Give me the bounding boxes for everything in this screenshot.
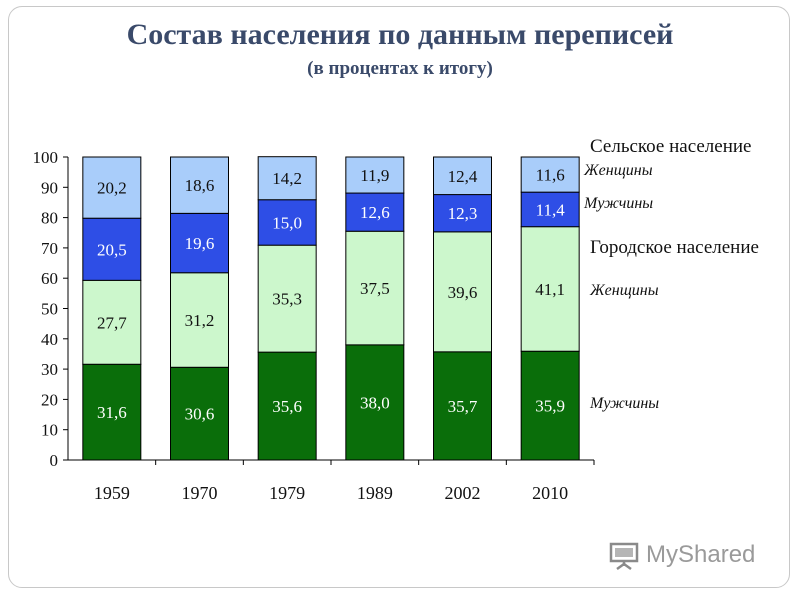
bar-segment [82,279,142,365]
data-label: 12,4 [448,167,478,186]
bar-segment [433,231,492,353]
bar-segment [433,194,492,233]
watermark: MyShared [608,538,755,572]
legend-urban-women: Женщины [590,282,659,299]
y-tick-label: 40 [41,330,58,349]
bar-segment [345,344,405,461]
bar-segment [82,156,142,219]
data-label: 39,6 [448,283,478,302]
data-label: 11,4 [536,200,566,219]
bar-segment [520,156,580,193]
data-label: 37,5 [360,279,390,298]
x-tick-label: 2010 [532,483,568,503]
data-label: 31,6 [97,403,127,422]
data-label: 35,9 [535,397,565,416]
data-label: 31,2 [185,311,215,330]
bar-segment [257,351,317,461]
y-tick-label: 0 [50,451,59,470]
y-tick-label: 70 [41,239,58,258]
bar-segment [170,366,229,461]
data-label: 12,6 [360,203,390,222]
bar-segment [82,363,142,461]
bar-segment [433,156,492,196]
x-tick-label: 1979 [269,483,305,503]
bar-segment [82,217,142,281]
bar-segment [257,156,317,201]
data-label: 27,7 [97,313,127,332]
data-label: 19,6 [185,234,215,253]
bar-segment [520,350,580,461]
chart-title: Состав населения по данным переписей [126,18,674,51]
data-label: 35,6 [272,397,302,416]
y-tick-label: 30 [41,360,58,379]
bar-segment [170,272,229,368]
watermark-text: MyShared [646,541,756,568]
x-tick-label: 1959 [94,483,130,503]
bar-segment [345,230,405,346]
y-tick-label: 60 [41,269,58,288]
legend-rural-men: Мужчины [584,195,654,212]
y-tick-label: 100 [33,148,59,167]
y-tick-label: 80 [41,209,58,228]
bar-segment [520,226,580,352]
presentation-board-icon [609,542,639,571]
data-label: 12,3 [448,204,478,223]
chart-subtitle: (в процентах к итогу) [307,58,493,79]
bar-segment [345,192,405,232]
y-tick-label: 50 [41,300,58,319]
legend-urban-men: Мужчины [590,395,660,412]
data-label: 14,2 [272,169,302,188]
legend-rural-heading: Сельское население [590,136,752,157]
data-label: 11,6 [536,166,565,185]
bar-segment [345,156,405,194]
bar-segment [170,156,229,214]
y-tick-label: 20 [41,390,58,409]
data-label: 11,9 [360,166,389,185]
x-tick-label: 1970 [182,483,218,503]
data-label: 35,3 [272,290,302,309]
legend-rural-women: Женщины [584,162,653,179]
data-label: 20,2 [97,179,127,198]
data-label: 35,7 [448,397,478,416]
bar-segment [520,191,580,228]
y-tick-label: 10 [41,421,58,440]
bar-segment [170,212,229,274]
legend-urban-heading: Городское население [590,237,759,258]
bar-segment [433,351,492,461]
y-tick-label: 90 [41,178,58,197]
data-label: 15,0 [272,213,302,232]
data-label: 41,1 [535,280,565,299]
data-label: 38,0 [360,393,390,412]
x-tick-label: 2002 [445,483,481,503]
data-label: 30,6 [185,405,215,424]
data-label: 18,6 [185,176,215,195]
x-tick-label: 1989 [357,483,393,503]
data-label: 20,5 [97,240,127,259]
bar-segment [257,244,317,353]
